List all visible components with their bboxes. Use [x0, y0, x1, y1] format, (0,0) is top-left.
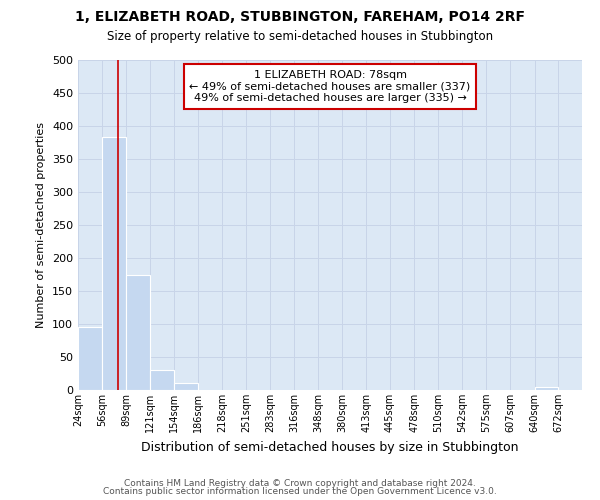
Bar	[175, 384, 198, 390]
Bar	[78, 328, 102, 390]
X-axis label: Distribution of semi-detached houses by size in Stubbington: Distribution of semi-detached houses by …	[141, 440, 519, 454]
Text: Contains HM Land Registry data © Crown copyright and database right 2024.: Contains HM Land Registry data © Crown c…	[124, 478, 476, 488]
Text: Size of property relative to semi-detached houses in Stubbington: Size of property relative to semi-detach…	[107, 30, 493, 43]
Bar	[126, 274, 150, 390]
Bar	[535, 386, 558, 390]
Bar	[102, 137, 126, 390]
Text: 1 ELIZABETH ROAD: 78sqm
← 49% of semi-detached houses are smaller (337)
49% of s: 1 ELIZABETH ROAD: 78sqm ← 49% of semi-de…	[190, 70, 470, 103]
Y-axis label: Number of semi-detached properties: Number of semi-detached properties	[37, 122, 46, 328]
Text: Contains public sector information licensed under the Open Government Licence v3: Contains public sector information licen…	[103, 487, 497, 496]
Bar	[150, 370, 175, 390]
Text: 1, ELIZABETH ROAD, STUBBINGTON, FAREHAM, PO14 2RF: 1, ELIZABETH ROAD, STUBBINGTON, FAREHAM,…	[75, 10, 525, 24]
